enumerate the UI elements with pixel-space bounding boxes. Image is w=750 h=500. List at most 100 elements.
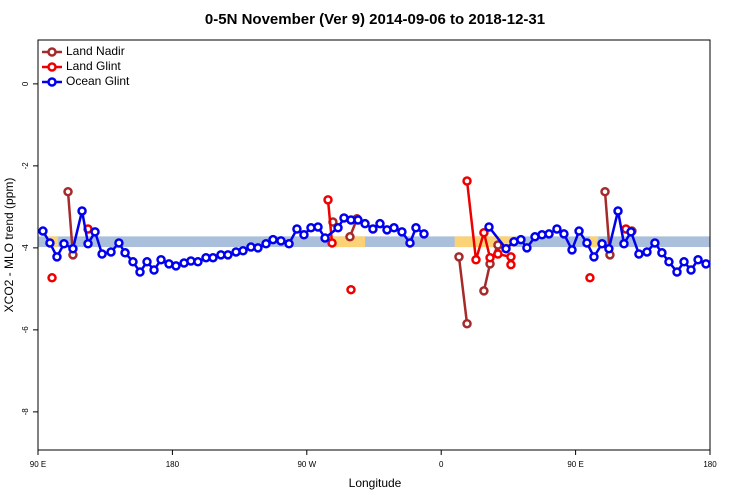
point <box>516 234 526 245</box>
point <box>559 229 569 239</box>
point <box>419 229 429 239</box>
point <box>454 252 464 262</box>
series-line <box>328 181 626 265</box>
point <box>353 215 363 225</box>
point <box>522 243 532 253</box>
point <box>171 261 181 271</box>
y-tick-label: -8 <box>21 408 30 416</box>
band <box>38 236 710 248</box>
point <box>506 252 516 262</box>
point <box>106 247 116 257</box>
point <box>567 245 577 255</box>
point <box>634 249 644 259</box>
point <box>657 248 667 258</box>
point <box>664 257 674 267</box>
point <box>97 249 107 259</box>
point <box>650 238 660 248</box>
point <box>47 273 57 283</box>
point <box>493 240 503 250</box>
point <box>479 227 489 238</box>
band <box>454 236 515 248</box>
x-tick-label: 180 <box>166 460 180 469</box>
x-tick-label: 90 E <box>30 460 46 469</box>
point <box>323 195 333 205</box>
point <box>672 267 682 277</box>
point <box>90 227 100 237</box>
y-tick-label: -6 <box>21 326 30 334</box>
x-tick-label: 90 E <box>567 460 583 469</box>
point <box>462 318 472 329</box>
point <box>613 206 623 216</box>
x-axis-label: Longitude <box>349 476 402 490</box>
point <box>313 222 323 232</box>
point <box>156 255 166 265</box>
point <box>600 186 610 197</box>
legend-marker <box>47 47 57 57</box>
legend-marker <box>47 77 57 87</box>
point <box>284 239 294 249</box>
point <box>299 230 309 240</box>
point <box>276 236 286 246</box>
point <box>619 239 629 249</box>
point <box>327 238 337 248</box>
point <box>597 239 607 249</box>
point <box>68 243 78 254</box>
chart-title: 0-5N November (Ver 9) 2014-09-06 to 2018… <box>205 11 545 28</box>
point <box>604 243 614 254</box>
point <box>642 247 652 257</box>
point <box>574 226 584 236</box>
point <box>405 238 415 248</box>
band <box>329 236 366 248</box>
point <box>345 232 355 242</box>
point <box>83 239 93 249</box>
x-tick-label: 180 <box>703 460 717 469</box>
point <box>114 238 124 248</box>
point <box>120 248 130 258</box>
y-tick-label: -4 <box>21 244 30 252</box>
point <box>544 229 554 239</box>
point <box>493 249 503 259</box>
point <box>63 186 73 197</box>
point <box>320 233 330 243</box>
point <box>389 223 399 233</box>
point <box>208 252 218 263</box>
point <box>471 255 481 265</box>
band <box>589 236 598 248</box>
point <box>261 239 271 249</box>
legend-label: Land Glint <box>66 59 121 73</box>
point <box>411 223 421 233</box>
point <box>45 238 55 248</box>
point <box>397 227 407 237</box>
point <box>128 257 138 267</box>
y-axis-label: XCO2 - MLO trend (ppm) <box>2 178 16 313</box>
point <box>142 257 152 267</box>
point <box>582 238 592 248</box>
point <box>375 218 385 229</box>
point <box>135 267 145 277</box>
point <box>346 284 356 295</box>
y-tick-label: 0 <box>21 81 30 86</box>
point <box>238 245 248 256</box>
point <box>149 265 159 275</box>
point <box>693 255 703 265</box>
x-tick-label: 90 W <box>297 460 316 469</box>
legend-label: Ocean Glint <box>66 74 130 88</box>
point <box>77 206 87 216</box>
point <box>292 224 302 234</box>
point <box>679 257 689 267</box>
point <box>193 257 203 267</box>
point <box>360 218 370 229</box>
point <box>59 239 69 249</box>
point <box>506 259 516 270</box>
y-tick-label: -2 <box>21 162 30 170</box>
legend-marker <box>47 62 57 72</box>
point <box>501 243 511 254</box>
legend-label: Land Nadir <box>66 44 125 58</box>
point <box>333 223 343 233</box>
point <box>328 217 338 227</box>
point <box>38 226 48 236</box>
point <box>552 224 562 234</box>
point <box>479 286 489 296</box>
point <box>701 259 711 269</box>
